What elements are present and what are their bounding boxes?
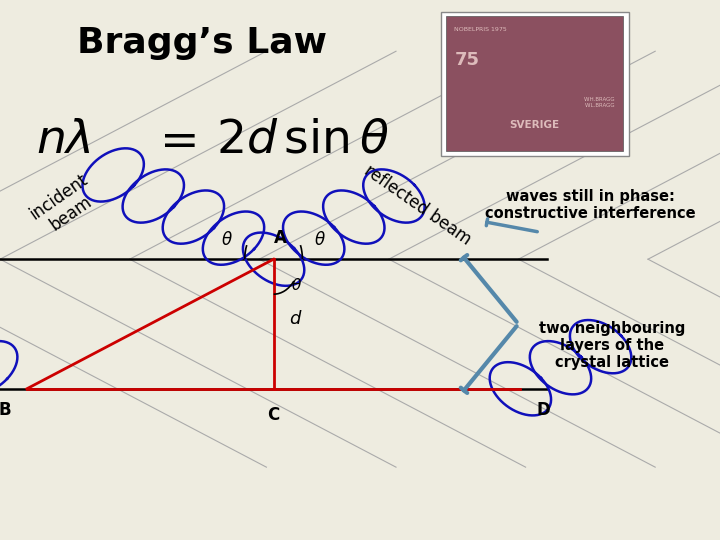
Text: $2d\,\sin\theta$: $2d\,\sin\theta$ [216,118,389,163]
Text: $d$: $d$ [289,309,303,328]
Text: A: A [274,230,287,247]
Bar [446,16,623,151]
Text: $\theta$: $\theta$ [221,232,233,249]
Text: NOBELPRIS 1975: NOBELPRIS 1975 [454,27,506,32]
Text: Bragg’s Law: Bragg’s Law [76,26,327,60]
Text: $n\lambda$: $n\lambda$ [36,118,91,163]
Text: $\theta$: $\theta$ [315,232,326,249]
Text: C: C [267,406,280,424]
Text: $=$: $=$ [150,118,196,163]
Text: D: D [536,401,550,418]
Text: SVERIGE: SVERIGE [510,119,559,130]
Text: two neighbouring
layers of the
crystal lattice: two neighbouring layers of the crystal l… [539,321,685,370]
Text: reflected beam: reflected beam [361,161,474,249]
Text: waves still in phase:
constructive interference: waves still in phase: constructive inter… [485,189,696,221]
Text: incident
beam: incident beam [27,170,103,240]
Text: W.H.BRAGG
W.L.BRAGG: W.H.BRAGG W.L.BRAGG [584,97,616,108]
Text: B: B [0,401,11,418]
Bar [441,12,629,156]
Text: $\theta$: $\theta$ [291,277,302,293]
Text: 75: 75 [455,51,480,69]
